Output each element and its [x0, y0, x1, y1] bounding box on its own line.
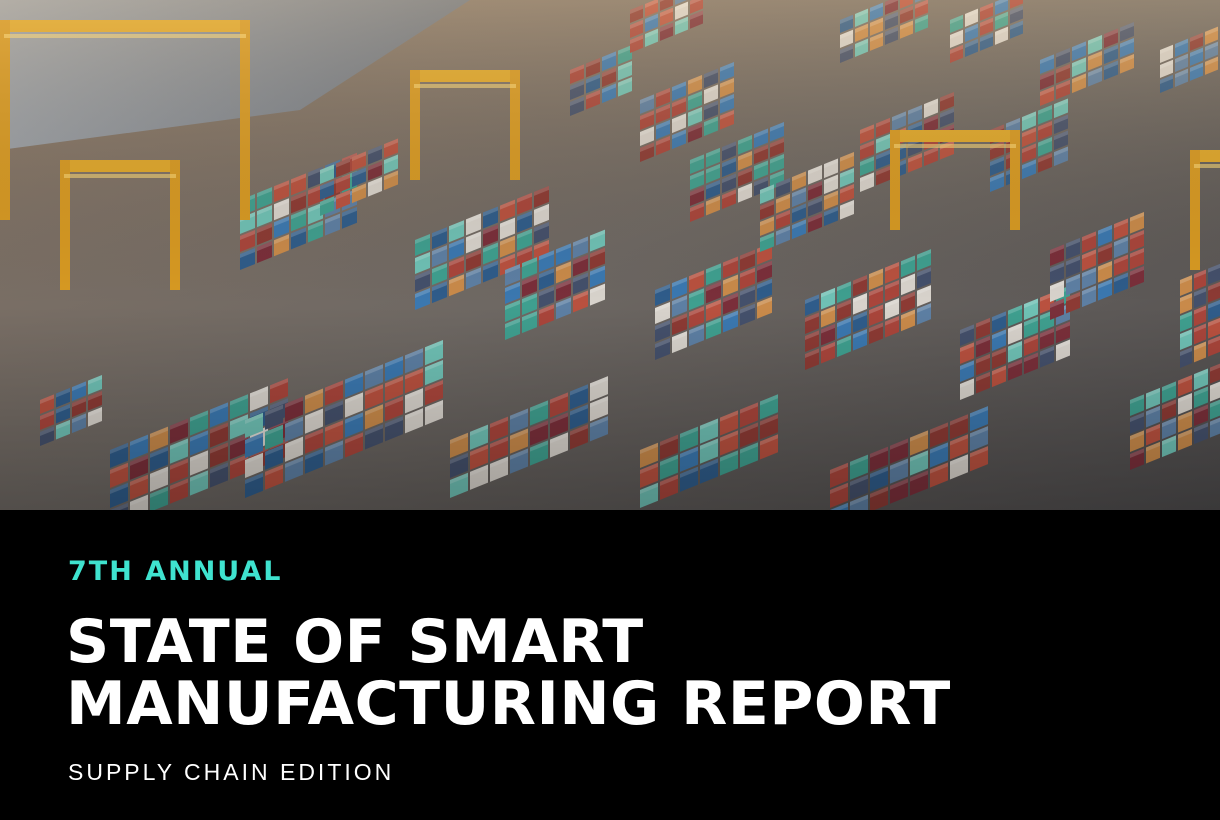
- edition-number-label: 7TH ANNUAL: [68, 556, 283, 587]
- report-title: STATE OF SMART MANUFACTURING REPORT: [66, 611, 951, 735]
- caption-panel: 7TH ANNUAL STATE OF SMART MANUFACTURING …: [0, 510, 1220, 820]
- edition-subtitle: SUPPLY CHAIN EDITION: [68, 759, 395, 785]
- report-title-line-1: STATE OF SMART: [66, 607, 644, 677]
- container-port-photo: [0, 0, 1220, 510]
- report-title-line-2: MANUFACTURING REPORT: [66, 669, 951, 739]
